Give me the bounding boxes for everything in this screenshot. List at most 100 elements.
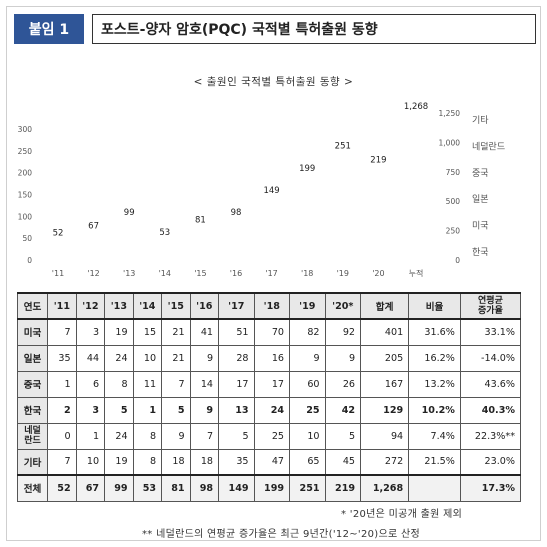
- right-axis-tick: 1,250: [439, 109, 461, 118]
- table-cell: 401: [360, 318, 410, 346]
- table-cell: 28: [218, 344, 255, 372]
- table-cell: 7.4%: [408, 422, 461, 450]
- table-cell: 40.3%: [459, 396, 522, 424]
- table-cell: 53: [132, 474, 163, 502]
- table-cell: 7: [47, 318, 77, 346]
- table-row: 한국 2 3 5 1 5 9 13 24 25 42 129 10.2% 40.3%: [16, 396, 522, 424]
- table-cell: 92: [324, 318, 362, 346]
- x-tick-label: '15: [194, 269, 206, 278]
- row-label: 일본: [16, 344, 49, 372]
- right-axis-tick: 500: [446, 197, 461, 206]
- x-tick-label: '18: [301, 269, 313, 278]
- header-cell: '19: [289, 292, 326, 320]
- table-cell: 17: [218, 370, 255, 398]
- table-cell: 10: [132, 344, 163, 372]
- table-cell: 205: [360, 344, 410, 372]
- table-cell: 2: [47, 396, 77, 424]
- header-growth-line1: 연평균: [478, 296, 503, 306]
- row-label-line1: 네덜: [24, 426, 41, 436]
- table-cell: 1: [75, 422, 106, 450]
- table-cell: 67: [75, 474, 106, 502]
- table-cell: 65: [289, 448, 326, 476]
- value-label: 219: [370, 155, 386, 165]
- table-cell: 21: [161, 318, 191, 346]
- legend-entry: 일본: [472, 194, 489, 205]
- table-cell: 129: [360, 396, 410, 424]
- table-cell: 24: [104, 344, 134, 372]
- table-cell: 17: [253, 370, 291, 398]
- table-row: 중국 1 6 8 11 7 14 17 17 60 26 167 13.2% 43.6%: [16, 370, 522, 398]
- table-cell: 42: [324, 396, 362, 424]
- header-cell: '12: [75, 292, 106, 320]
- header-cell: '15: [161, 292, 191, 320]
- right-axis-tick: 1,000: [439, 138, 461, 147]
- header-cell: '11: [47, 292, 77, 320]
- x-tick-label: '16: [230, 269, 242, 278]
- table-cell: 41: [189, 318, 220, 346]
- x-tick-label: '20: [372, 269, 384, 278]
- header-cell: 비율: [408, 292, 461, 320]
- left-axis-tick: 250: [18, 147, 33, 156]
- table-cell: 219: [324, 474, 362, 502]
- table-cell: 10.2%: [408, 396, 461, 424]
- row-label: 전체: [16, 474, 49, 502]
- right-axis-tick: 750: [446, 168, 461, 177]
- row-label: 한국: [16, 396, 49, 424]
- table-cell: [408, 474, 461, 502]
- appendix-badge: 붙임 1: [14, 14, 84, 44]
- page-title: 포스트-양자 암호(PQC) 국적별 특허출원 동향: [92, 14, 536, 44]
- table-cell: 33.1%: [459, 318, 522, 346]
- value-label: 52: [53, 228, 64, 238]
- left-axis-tick: 50: [22, 234, 32, 243]
- header-cell: '13: [104, 292, 134, 320]
- table-cell: 19: [104, 448, 134, 476]
- table-cell: 98: [189, 474, 220, 502]
- legend-entry: 중국: [472, 168, 489, 179]
- table-cell: 35: [218, 448, 255, 476]
- table-cell: 16: [253, 344, 291, 372]
- table-cell: 8: [132, 422, 163, 450]
- left-axis-tick: 100: [18, 212, 33, 221]
- row-label: 기타: [16, 448, 49, 476]
- table-cell: 8: [104, 370, 134, 398]
- value-label: 67: [88, 222, 99, 232]
- table-cell: 31.6%: [408, 318, 461, 346]
- table-row: 미국 7 3 19 15 21 41 51 70 82 92 401 31.6% 33.1%: [16, 318, 522, 346]
- header-cell: '17: [218, 292, 255, 320]
- x-tick-label: '11: [52, 269, 64, 278]
- legend-entry: 한국: [472, 247, 489, 258]
- table-cell: 5: [324, 422, 362, 450]
- footnote-2: ** 네덜란드의 연평균 증가율은 최근 9년간('12~'20)으로 산정: [142, 529, 420, 540]
- value-label: 149: [263, 186, 279, 196]
- table-cell: 167: [360, 370, 410, 398]
- left-axis-tick: 150: [18, 191, 33, 200]
- value-label: 53: [159, 228, 170, 238]
- x-tick-label: '17: [265, 269, 277, 278]
- table-cell: 9: [189, 396, 220, 424]
- table-cell: 13.2%: [408, 370, 461, 398]
- table-cell: 26: [324, 370, 362, 398]
- table-cell: 44: [75, 344, 106, 372]
- table-cell: 81: [161, 474, 191, 502]
- table-cell: 3: [75, 318, 106, 346]
- header-cell: '18: [253, 292, 291, 320]
- table-cell: 251: [289, 474, 326, 502]
- table-row: 일본 35 44 24 10 21 9 28 16 9 9 205 16.2% -14.0%: [16, 344, 522, 372]
- table-cell: 9: [324, 344, 362, 372]
- table-cell: 70: [253, 318, 291, 346]
- table-row: 전체 52 67 99 53 81 98 149 199 251 219 1,268 17.3%: [16, 474, 522, 502]
- table-cell: 14: [189, 370, 220, 398]
- table-cell: 9: [289, 344, 326, 372]
- table-cell: 47: [253, 448, 291, 476]
- table-cell: 199: [253, 474, 291, 502]
- header-cell: '14: [132, 292, 163, 320]
- value-label: 251: [335, 141, 351, 151]
- table-cell: 15: [132, 318, 163, 346]
- row-label: 미국: [16, 318, 49, 346]
- table-row: 네덜 란드 0 1 24 8 9 7 5 25 10 5 94 7.4% 22.3%**: [16, 422, 522, 450]
- table-cell: 82: [289, 318, 326, 346]
- table-header-row: 연도 '11'12'13'14'15'16'17'18'19'20* 합계 비율 연평균…: [16, 292, 522, 320]
- table-cell: 25: [289, 396, 326, 424]
- header: 붙임 1 포스트-양자 암호(PQC) 국적별 특허출원 동향: [14, 14, 536, 44]
